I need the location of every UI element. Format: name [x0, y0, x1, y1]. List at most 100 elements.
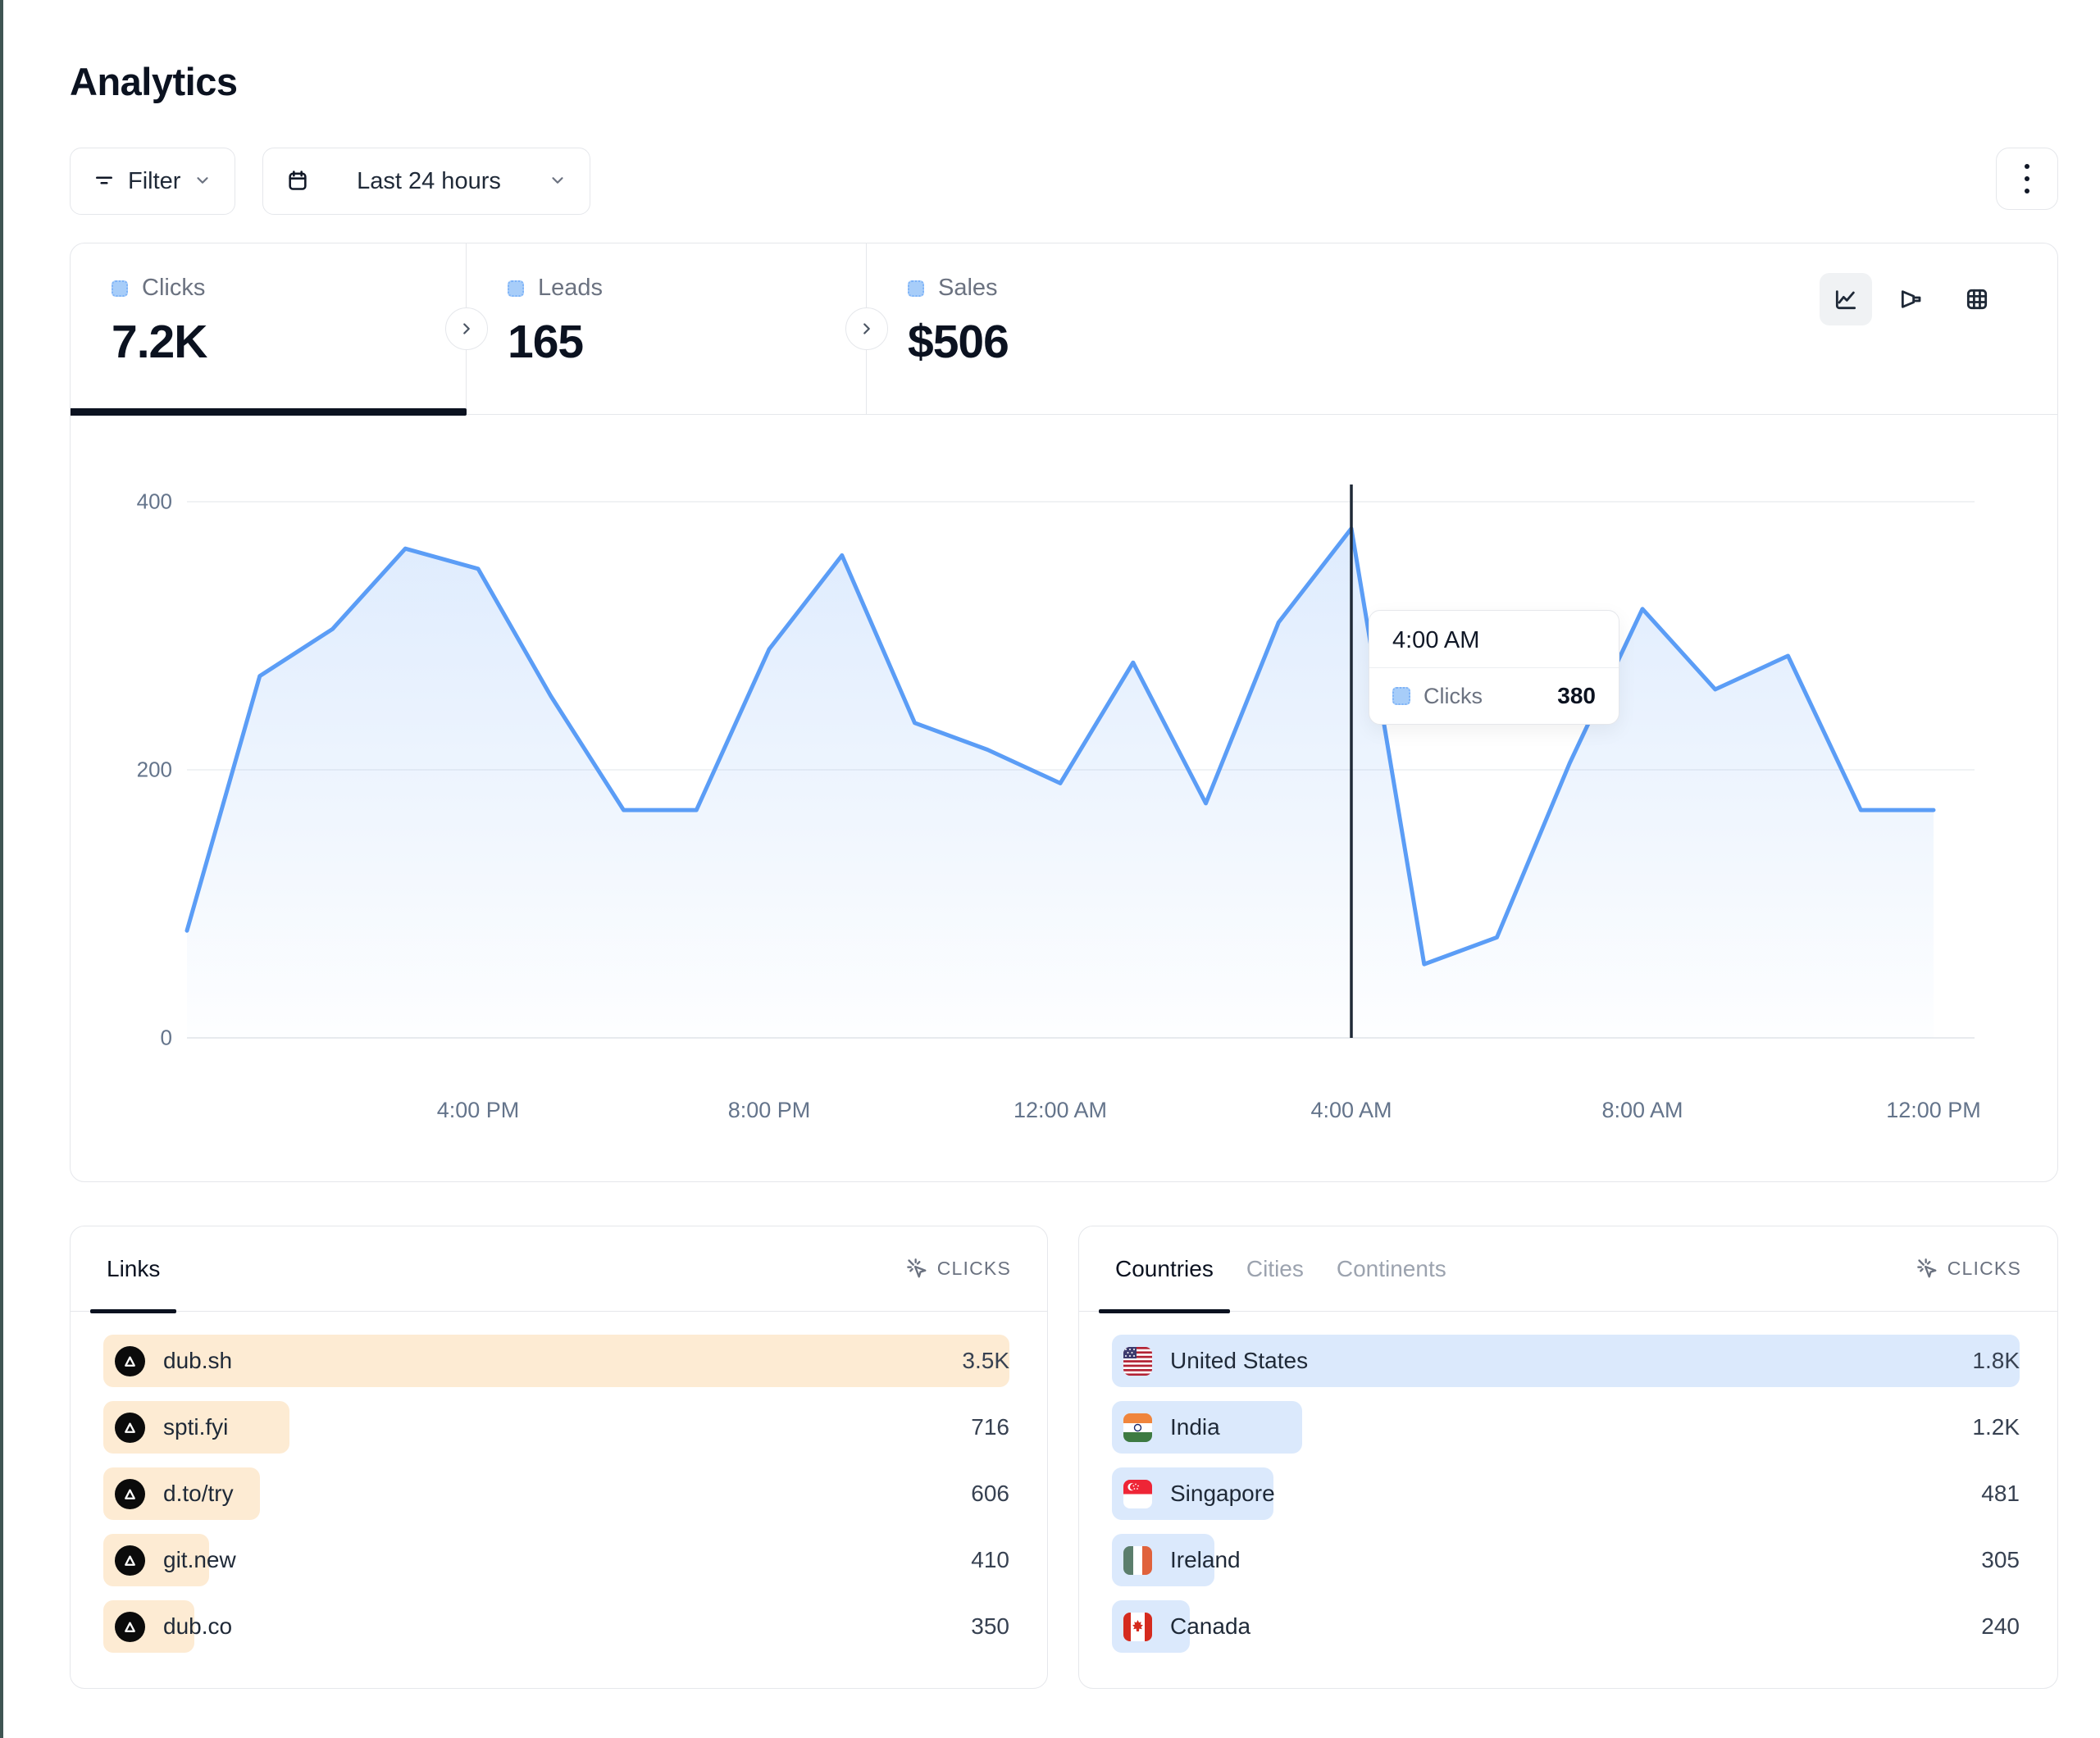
date-range-label: Last 24 hours: [357, 167, 501, 194]
more-options-button[interactable]: [1996, 148, 2058, 210]
country-clicks-value: 481: [1981, 1481, 2020, 1506]
y-axis-tick: 0: [160, 1025, 172, 1050]
tab-countries-label: Countries: [1115, 1255, 1214, 1281]
analytics-page: Analytics Filter Last 24 hours: [70, 0, 2058, 1689]
links-sort-by-clicks[interactable]: CLICKS: [906, 1258, 1011, 1281]
metric-tabs: Clicks 7.2K Leads 165 Sales $506: [71, 243, 2057, 416]
country-clicks-value: 1.2K: [1972, 1414, 2020, 1440]
x-axis-tick: 8:00 PM: [727, 1098, 811, 1122]
country-row-united-states[interactable]: United States 1.8K: [1112, 1335, 2020, 1387]
country-label: United States: [1170, 1348, 1309, 1373]
tooltip-series-label: Clicks: [1424, 683, 1483, 708]
flag-canada: [1123, 1612, 1152, 1641]
filter-button-label: Filter: [128, 167, 181, 194]
dub-logo-icon: [115, 1478, 145, 1509]
link-row-git-new[interactable]: git.new 410: [103, 1534, 1009, 1586]
country-label: Singapore: [1170, 1481, 1275, 1506]
country-label: Canada: [1170, 1613, 1251, 1639]
metric-label: Clicks: [142, 275, 206, 301]
link-label: git.new: [163, 1547, 236, 1572]
link-label: dub.sh: [163, 1348, 233, 1373]
flag-india: [1123, 1413, 1152, 1442]
x-axis-tick: 4:00 PM: [436, 1098, 520, 1122]
chart-tooltip: 4:00 AM Clicks 380: [1369, 610, 1619, 725]
tab-links-label: Links: [107, 1255, 161, 1281]
sort-label: CLICKS: [1947, 1258, 2021, 1279]
countries-sort-by-clicks[interactable]: CLICKS: [1916, 1258, 2021, 1281]
link-label: d.to/try: [163, 1481, 234, 1506]
chart-view-toggles: [1820, 273, 2003, 325]
country-row-ireland[interactable]: Ireland 305: [1112, 1534, 2020, 1586]
link-clicks-value: 350: [971, 1613, 1009, 1639]
tab-continents-label: Continents: [1336, 1255, 1446, 1281]
tab-cities[interactable]: Cities: [1230, 1226, 1320, 1312]
flag-singapore: [1123, 1479, 1152, 1508]
calendar-icon: [286, 169, 309, 194]
cursor-click-icon: [906, 1258, 927, 1277]
country-row-india[interactable]: India 1.2K: [1112, 1401, 2020, 1454]
link-label: dub.co: [163, 1613, 233, 1639]
link-row-dub-sh[interactable]: dub.sh 3.5K: [103, 1335, 1009, 1387]
link-clicks-value: 606: [971, 1481, 1009, 1506]
window-left-edge: [0, 0, 3, 1738]
x-axis-tick: 12:00 AM: [1013, 1098, 1108, 1122]
link-row-dub-co[interactable]: dub.co 350: [103, 1600, 1009, 1653]
link-clicks-value: 410: [971, 1547, 1009, 1572]
dub-logo-icon: [115, 1611, 145, 1642]
analytics-chart-card: Clicks 7.2K Leads 165 Sales $506: [70, 243, 2058, 1182]
dub-logo-icon: [115, 1345, 145, 1376]
chevron-down-icon: [549, 171, 567, 192]
clicks-line: [184, 526, 1936, 967]
tab-sales[interactable]: Sales $506: [867, 243, 2057, 414]
tab-links[interactable]: Links: [90, 1226, 177, 1313]
chevron-down-icon: [194, 171, 212, 192]
cursor-click-icon: [1916, 1258, 1937, 1277]
sort-label: CLICKS: [936, 1258, 1011, 1279]
y-axis-tick: 400: [136, 489, 172, 514]
y-axis-tick: 200: [136, 757, 172, 782]
date-range-button[interactable]: Last 24 hours: [262, 148, 590, 215]
metric-label: Sales: [938, 275, 998, 301]
country-row-singapore[interactable]: Singapore 481: [1112, 1467, 2020, 1520]
tab-continents[interactable]: Continents: [1320, 1226, 1463, 1312]
link-clicks-value: 3.5K: [962, 1348, 1009, 1373]
line-chart-view-button[interactable]: [1820, 273, 1872, 325]
country-clicks-value: 305: [1981, 1547, 2020, 1572]
link-clicks-value: 716: [971, 1414, 1009, 1440]
metric-value: 7.2K: [112, 316, 207, 368]
country-clicks-value: 240: [1981, 1613, 2020, 1639]
expand-leads-chevron-button[interactable]: [845, 307, 888, 350]
toolbar: Filter Last 24 hours: [70, 148, 2058, 215]
clicks-legend-icon: [112, 280, 128, 297]
tab-cities-label: Cities: [1246, 1255, 1304, 1281]
line-chart-icon: [1835, 290, 1856, 310]
dub-logo-icon: [115, 1412, 145, 1443]
filter-lines-icon: [93, 170, 115, 193]
clicks-legend-icon: [1392, 687, 1410, 705]
page-title: Analytics: [70, 60, 238, 103]
leads-legend-icon: [508, 280, 524, 297]
country-row-canada[interactable]: Canada 240: [1112, 1600, 2020, 1653]
tab-countries[interactable]: Countries: [1099, 1226, 1230, 1313]
funnel-view-button[interactable]: [1885, 273, 1938, 325]
chevron-right-icon: [863, 323, 870, 334]
country-label: Ireland: [1170, 1547, 1241, 1572]
tooltip-time: 4:00 AM: [1369, 611, 1619, 668]
countries-panel: Countries Cities Continents CLICKS: [1078, 1226, 2058, 1689]
flag-united-states: [1123, 1346, 1152, 1376]
x-axis-tick: 4:00 AM: [1310, 1098, 1392, 1122]
country-label: India: [1170, 1414, 1220, 1440]
link-row-d-to-try[interactable]: d.to/try 606: [103, 1467, 1009, 1520]
table-view-button[interactable]: [1951, 273, 2003, 325]
chart-canvas: [184, 485, 1975, 1039]
link-row-spti-fyi[interactable]: spti.fyi 716: [103, 1401, 1009, 1454]
filter-button[interactable]: Filter: [70, 148, 236, 215]
clicks-area-chart[interactable]: 400 200 0 4:00 PM 8:00 PM 12:00 AM: [137, 460, 1981, 1132]
metric-value: $506: [908, 316, 1009, 368]
tab-leads[interactable]: Leads 165: [467, 243, 867, 414]
area-fill: [187, 528, 1934, 1038]
tab-clicks[interactable]: Clicks 7.2K: [71, 243, 467, 414]
chevron-right-icon: [463, 323, 470, 334]
expand-clicks-chevron-button[interactable]: [445, 307, 488, 350]
x-axis-tick: 12:00 PM: [1886, 1098, 1981, 1122]
